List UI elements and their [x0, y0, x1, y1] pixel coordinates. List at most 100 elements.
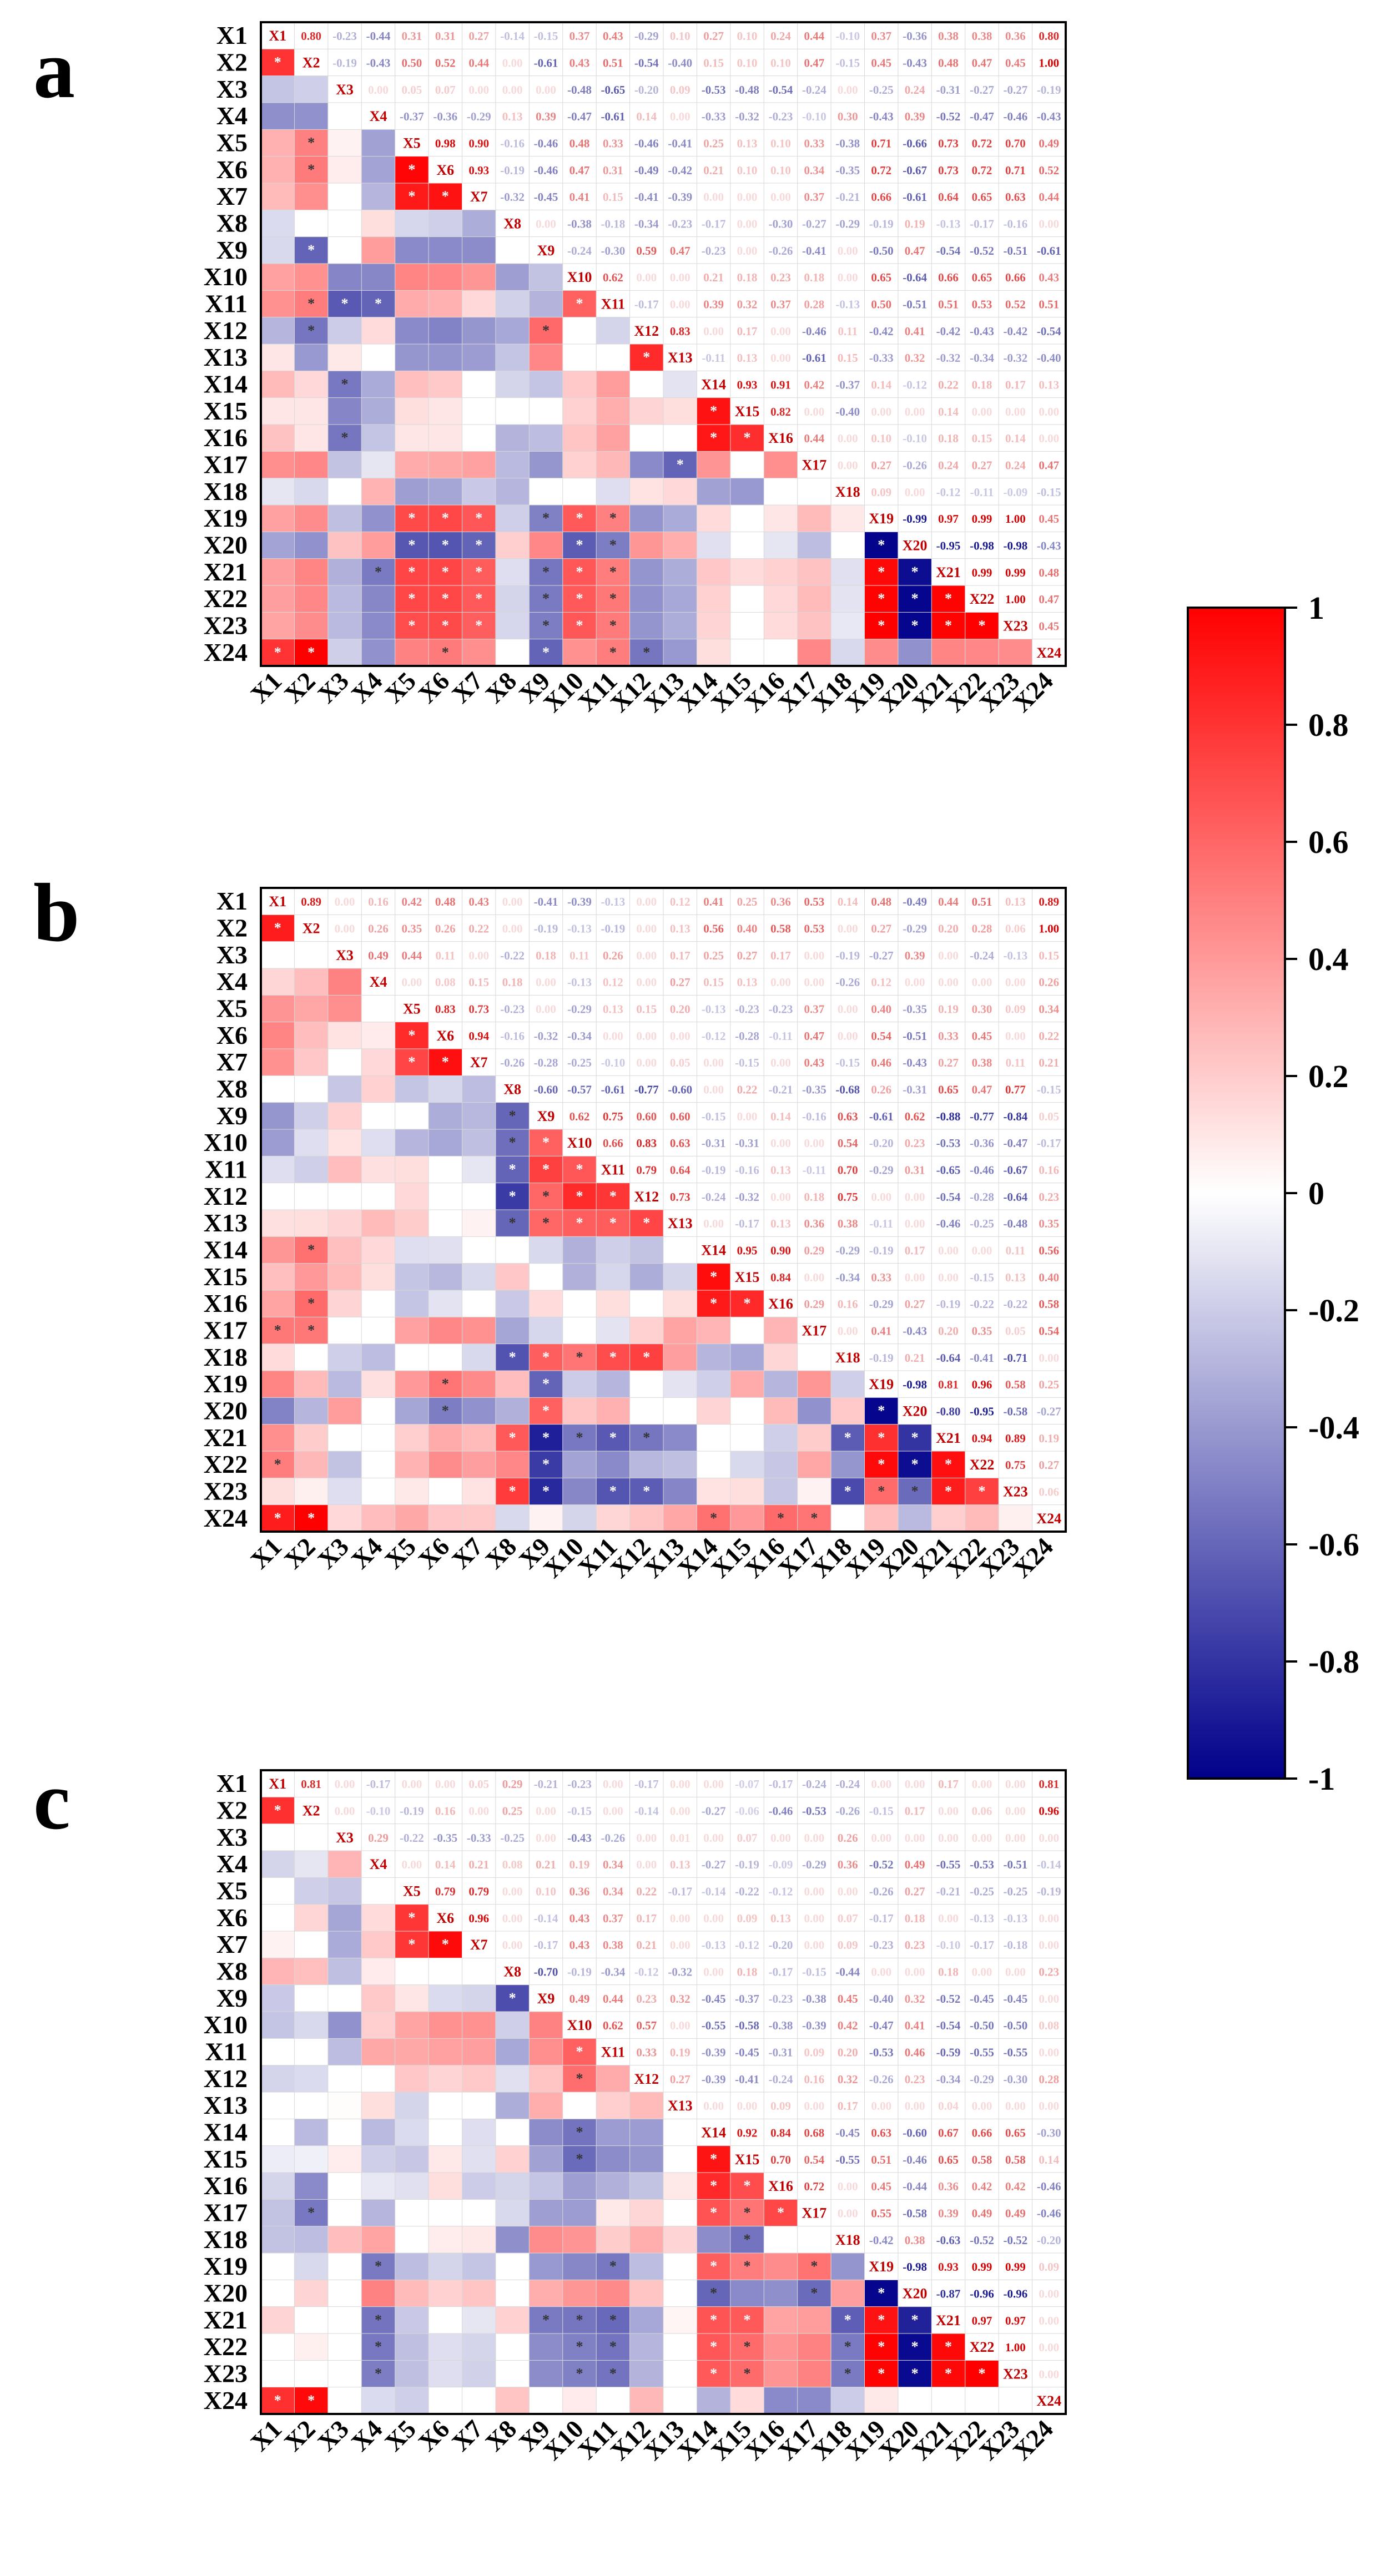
value-cell [596, 1129, 630, 1156]
colorbar-tick-label: 0.2 [1308, 1058, 1349, 1094]
value-label: 0.21 [636, 1938, 657, 1952]
value-label: 0.83 [636, 1137, 657, 1150]
heatmap-cell [261, 2280, 295, 2307]
value-label: -0.43 [1037, 539, 1061, 553]
value-label: -0.30 [1004, 2073, 1028, 2086]
value-label: -0.65 [601, 83, 626, 97]
value-label: 0.00 [603, 1029, 623, 1043]
diagonal-label: X20 [903, 538, 928, 554]
value-cell [999, 995, 1032, 1022]
heatmap-cell [495, 478, 530, 506]
value-label: -0.21 [936, 1885, 961, 1898]
heatmap-cell [462, 478, 496, 506]
value-cell [797, 75, 831, 103]
value-label: 0.10 [737, 57, 758, 70]
value-label: -0.13 [702, 1938, 726, 1952]
row-label: X3 [216, 941, 248, 969]
value-label: 0.00 [502, 895, 523, 908]
heatmap-cell [462, 1156, 496, 1184]
value-label: 0.51 [938, 298, 959, 311]
value-cell [495, 49, 530, 76]
value-cell [395, 941, 429, 968]
value-cell [999, 915, 1032, 942]
heatmap-cell [395, 2173, 429, 2200]
significance-marker: * [609, 2312, 617, 2328]
value-label: 0.48 [938, 57, 959, 70]
value-label: -0.53 [970, 1858, 994, 1871]
value-label: 0.00 [905, 976, 925, 989]
heatmap-cell [864, 585, 899, 613]
value-cell [1032, 915, 1066, 942]
significance-marker: * [576, 510, 583, 526]
value-label: 0.19 [569, 1858, 590, 1871]
value-cell [697, 1156, 730, 1183]
value-label: 0.66 [603, 1137, 623, 1150]
diagonal-label: X12 [634, 2071, 659, 2087]
value-label: 0.00 [804, 949, 825, 962]
diagonal-label: X7 [470, 1054, 488, 1070]
value-label: -0.61 [869, 1110, 894, 1123]
value-label: 0.37 [603, 1912, 623, 1925]
value-label: 0.00 [737, 1110, 758, 1123]
value-label: 0.39 [938, 2207, 959, 2220]
heatmap-cell [294, 1877, 329, 1905]
value-cell [462, 156, 496, 183]
significance-marker: * [576, 1215, 583, 1231]
value-label: 0.00 [1039, 2046, 1059, 2059]
heatmap-cell [663, 2387, 697, 2415]
value-label: 0.36 [569, 1885, 590, 1898]
value-cell [562, 22, 597, 49]
value-label: -0.54 [769, 83, 793, 97]
value-cell [1032, 236, 1066, 264]
heatmap-cell [797, 1371, 831, 1398]
value-cell [999, 22, 1032, 49]
heatmap-cell [294, 371, 329, 398]
value-label: 0.00 [737, 244, 758, 257]
value-cell [898, 1049, 932, 1076]
value-label: -0.39 [702, 2046, 726, 2059]
value-cell [629, 264, 663, 291]
value-label: -0.52 [936, 1992, 961, 2006]
value-label: 0.00 [670, 1938, 690, 1952]
significance-marker: * [576, 2044, 583, 2060]
value-label: -0.55 [936, 1858, 961, 1871]
heatmap-cell [562, 397, 597, 425]
heatmap-cell [562, 478, 597, 506]
heatmap-cell [294, 1022, 329, 1049]
value-label: -0.19 [936, 1297, 961, 1311]
heatmap-cell [596, 1236, 631, 1264]
value-label: -0.36 [903, 29, 927, 43]
heatmap-cell [495, 2119, 530, 2146]
heatmap-cell [294, 639, 329, 666]
value-label: 0.93 [468, 164, 489, 177]
heatmap-cell [395, 264, 429, 291]
value-label: 0.20 [670, 1003, 690, 1016]
heatmap-cell [529, 2012, 563, 2039]
heatmap-cell [596, 371, 631, 398]
heatmap-cell [327, 1371, 362, 1398]
value-label: 1.00 [1005, 512, 1026, 526]
value-cell [898, 1129, 932, 1156]
heatmap-cell [629, 1290, 664, 1317]
heatmap-cell [495, 505, 530, 532]
heatmap-cell [730, 1451, 764, 1478]
heatmap-cell [764, 2387, 798, 2415]
value-cell [999, 1290, 1032, 1317]
diagonal-label: X21 [936, 564, 961, 580]
value-cell [864, 1156, 898, 1183]
value-label: 0.00 [737, 190, 758, 204]
value-cell [931, 941, 965, 968]
significance-marker: * [576, 537, 583, 553]
significance-marker: * [677, 457, 684, 473]
heatmap-cell [361, 585, 396, 613]
value-label: 0.72 [972, 164, 992, 177]
significance-marker: * [576, 1161, 583, 1178]
value-label: 0.13 [603, 1003, 623, 1016]
heatmap-cell [730, 1478, 764, 1506]
heatmap-cell [629, 532, 664, 559]
heatmap-cell [395, 1424, 429, 1452]
value-label: 0.00 [1039, 1831, 1059, 1845]
value-cell [864, 371, 898, 398]
value-label: 0.12 [871, 976, 891, 989]
value-label: 0.44 [402, 949, 422, 962]
